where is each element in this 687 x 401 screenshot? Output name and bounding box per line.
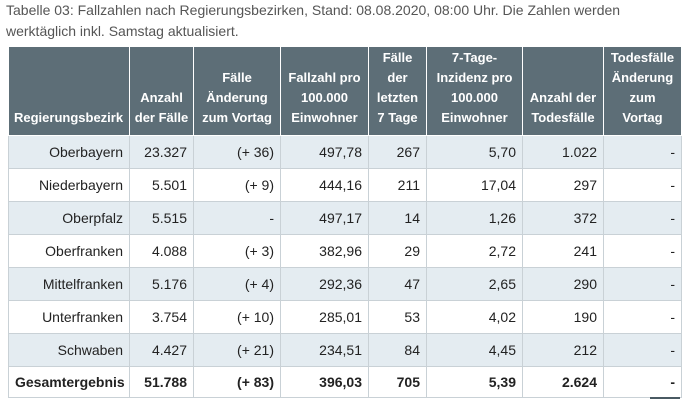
incidence-cell: 4,45 (426, 333, 523, 367)
last-7-days-cell: 211 (368, 168, 427, 202)
total-deaths-cell: 2.624 (522, 366, 604, 398)
cases-change-cell: (+ 9) (193, 168, 281, 202)
cases-change-cell: (+ 4) (193, 267, 281, 301)
incidence-cell: 2,72 (426, 234, 523, 268)
total-incidence-cell: 5,39 (426, 366, 523, 398)
column-header-7-day-incidence: 7-Tage-Inzidenz pro 100.000 Einwohner (426, 46, 523, 136)
cases-cell: 4.088 (129, 234, 194, 268)
horizontal-scrollbar[interactable] (650, 397, 680, 399)
last-7-days-cell: 29 (368, 234, 427, 268)
deaths-cell: 241 (522, 234, 604, 268)
deaths-cell: 212 (522, 333, 604, 367)
district-name: Unterfranken (8, 300, 130, 334)
total-cases-change-cell: (+ 83) (193, 366, 281, 398)
table-caption: Tabelle 03: Fallzahlen nach Regierungsbe… (6, 2, 621, 39)
per-100k-cell: 497,17 (280, 201, 369, 235)
cases-change-cell: (+ 21) (193, 333, 281, 367)
deaths-change-cell: - (603, 168, 682, 202)
cases-cell: 5.176 (129, 267, 194, 301)
district-name: Niederbayern (8, 168, 130, 202)
last-7-days-cell: 14 (368, 201, 427, 235)
cases-change-cell: (+ 36) (193, 135, 281, 169)
deaths-cell: 1.022 (522, 135, 604, 169)
column-header-cases-per-100k: Fallzahl pro 100.000 Einwohner (280, 46, 369, 136)
total-deaths-change-cell: - (603, 366, 682, 398)
table-row: Schwaben 4.427 (+ 21) 234,51 84 4,45 212… (8, 333, 682, 367)
cases-cell: 4.427 (129, 333, 194, 367)
table-row: Oberbayern 23.327 (+ 36) 497,78 267 5,70… (8, 135, 682, 169)
header-row: Regierungsbezirk Anzahl der Fälle Fälle … (8, 46, 682, 136)
incidence-cell: 4,02 (426, 300, 523, 334)
deaths-cell: 290 (522, 267, 604, 301)
per-100k-cell: 497,78 (280, 135, 369, 169)
cases-change-cell: - (193, 201, 281, 235)
district-name: Schwaben (8, 333, 130, 367)
per-100k-cell: 285,01 (280, 300, 369, 334)
deaths-cell: 297 (522, 168, 604, 202)
cases-table: Regierungsbezirk Anzahl der Fälle Fälle … (8, 46, 682, 398)
incidence-cell: 2,65 (426, 267, 523, 301)
deaths-change-cell: - (603, 300, 682, 334)
deaths-change-cell: - (603, 333, 682, 367)
per-100k-cell: 234,51 (280, 333, 369, 367)
incidence-cell: 1,26 (426, 201, 523, 235)
table-row: Oberfranken 4.088 (+ 3) 382,96 29 2,72 2… (8, 234, 682, 268)
deaths-cell: 190 (522, 300, 604, 334)
column-header-deaths-change: Todesfälle Änderung zum Vortag (603, 46, 682, 136)
cases-cell: 5.515 (129, 201, 194, 235)
last-7-days-cell: 53 (368, 300, 427, 334)
district-name: Oberbayern (8, 135, 130, 169)
cases-cell: 5.501 (129, 168, 194, 202)
column-header-district: Regierungsbezirk (8, 46, 130, 136)
last-7-days-cell: 84 (368, 333, 427, 367)
district-name: Mittelfranken (8, 267, 130, 301)
cases-change-cell: (+ 10) (193, 300, 281, 334)
incidence-cell: 17,04 (426, 168, 523, 202)
deaths-change-cell: - (603, 201, 682, 235)
cases-cell: 23.327 (129, 135, 194, 169)
incidence-cell: 5,70 (426, 135, 523, 169)
table-row: Unterfranken 3.754 (+ 10) 285,01 53 4,02… (8, 300, 682, 334)
district-name: Oberpfalz (8, 201, 130, 235)
cases-cell: 3.754 (129, 300, 194, 334)
column-header-cases-change: Fälle Änderung zum Vortag (193, 46, 281, 136)
column-header-cases-7-days: Fälle der letzten 7 Tage (368, 46, 427, 136)
per-100k-cell: 292,36 (280, 267, 369, 301)
cases-change-cell: (+ 3) (193, 234, 281, 268)
total-label: Gesamtergebnis (8, 366, 130, 398)
total-row: Gesamtergebnis 51.788 (+ 83) 396,03 705 … (8, 366, 682, 398)
total-last-7-days-cell: 705 (368, 366, 427, 398)
last-7-days-cell: 267 (368, 135, 427, 169)
deaths-change-cell: - (603, 234, 682, 268)
column-header-cases: Anzahl der Fälle (129, 46, 194, 136)
deaths-change-cell: - (603, 135, 682, 169)
table-row: Niederbayern 5.501 (+ 9) 444,16 211 17,0… (8, 168, 682, 202)
total-per-100k-cell: 396,03 (280, 366, 369, 398)
column-header-deaths: Anzahl der Todesfälle (522, 46, 604, 136)
district-name: Oberfranken (8, 234, 130, 268)
table-row: Oberpfalz 5.515 - 497,17 14 1,26 372 - (8, 201, 682, 235)
per-100k-cell: 382,96 (280, 234, 369, 268)
per-100k-cell: 444,16 (280, 168, 369, 202)
table-row: Mittelfranken 5.176 (+ 4) 292,36 47 2,65… (8, 267, 682, 301)
total-cases-cell: 51.788 (129, 366, 194, 398)
deaths-change-cell: - (603, 267, 682, 301)
last-7-days-cell: 47 (368, 267, 427, 301)
deaths-cell: 372 (522, 201, 604, 235)
